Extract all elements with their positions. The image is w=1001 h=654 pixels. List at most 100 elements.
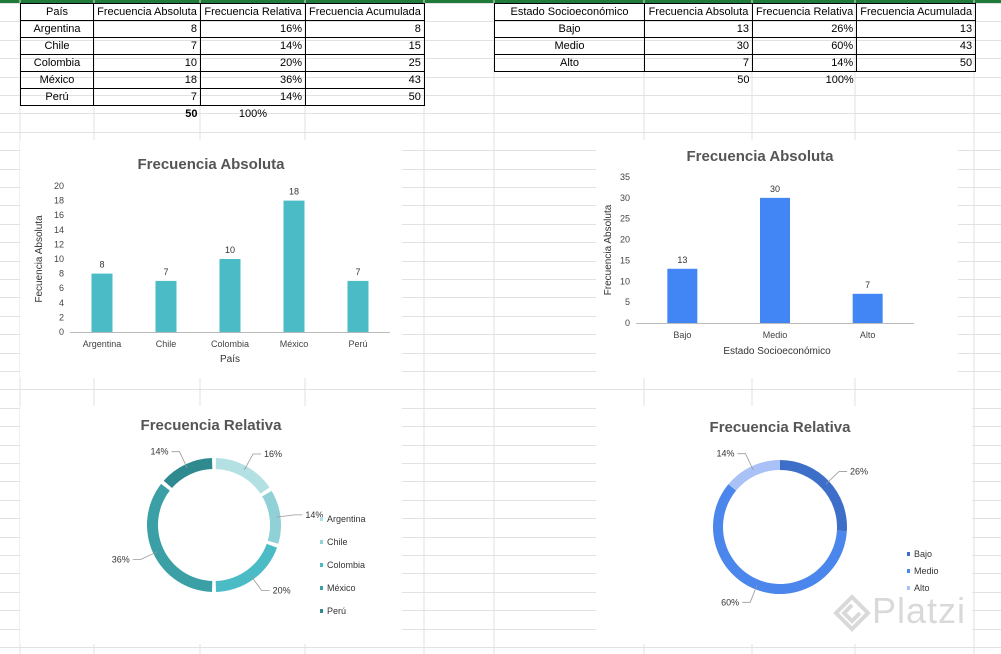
table-cell[interactable]: 50: [305, 88, 425, 106]
table-cell[interactable]: 13: [644, 20, 753, 38]
slice-argentina[interactable]: [215, 458, 270, 494]
table-cell[interactable]: 26%: [751, 20, 858, 38]
x-axis-label: Estado Socioeconómico: [723, 346, 831, 357]
table-cell[interactable]: 25: [305, 54, 425, 72]
slice-alto[interactable]: [728, 460, 780, 491]
data-label: 7: [163, 267, 168, 277]
legend-item[interactable]: Alto: [914, 583, 930, 593]
bar-argentina[interactable]: [91, 273, 113, 332]
table-header-row: País Frecuencia Absoluta Frecuencia Rela…: [20, 3, 425, 21]
donut-chart-ses[interactable]: Frecuencia Relativa 26% 60% 14% Bajo Medio Alt…: [596, 406, 972, 644]
header-cell[interactable]: País: [20, 3, 94, 21]
legend-marker: [320, 586, 323, 590]
table-cell[interactable]: 36%: [200, 71, 306, 89]
bar-medio[interactable]: [760, 197, 790, 323]
platzi-logo-icon: [833, 594, 871, 633]
table-cell[interactable]: Colombia: [20, 54, 94, 72]
table-cell[interactable]: 14%: [200, 37, 306, 55]
y-tick-label: 20: [54, 181, 64, 191]
table-header-row: Estado Socioeconómico Frecuencia Absolut…: [494, 3, 977, 21]
table-cell[interactable]: [306, 106, 425, 123]
y-tick-label: 5: [625, 297, 630, 307]
slice-medio[interactable]: [713, 484, 847, 594]
table-cell[interactable]: 18: [93, 71, 201, 89]
table-cell[interactable]: [857, 72, 976, 89]
legend-item[interactable]: México: [327, 583, 356, 593]
table-cell[interactable]: 8: [305, 20, 425, 38]
table-cell[interactable]: Perú: [20, 88, 94, 106]
bar-alto[interactable]: [852, 293, 883, 323]
table-cell[interactable]: [495, 72, 645, 89]
bar-colombia[interactable]: [219, 259, 241, 332]
header-cell[interactable]: Frecuencia Absoluta: [93, 3, 201, 21]
table-cell[interactable]: 7: [644, 54, 753, 72]
table-cell[interactable]: Argentina: [20, 20, 94, 38]
slice-colombia[interactable]: [215, 543, 278, 592]
leader-line: [250, 575, 270, 591]
header-cell[interactable]: Frecuencia Relativa: [751, 3, 858, 21]
bar-perú[interactable]: [347, 280, 369, 332]
watermark-text: Platzi: [872, 590, 967, 631]
table-cell[interactable]: 7: [93, 88, 201, 106]
total-relative[interactable]: 100%: [238, 108, 268, 120]
header-cell[interactable]: Frecuencia Acumulada: [305, 3, 425, 21]
header-cell[interactable]: Frecuencia Acumulada: [856, 3, 977, 21]
legend-item[interactable]: Bajo: [914, 549, 932, 559]
table-cell[interactable]: México: [20, 71, 94, 89]
x-tick-label: México: [280, 339, 309, 349]
slice-label: 26%: [850, 467, 868, 477]
data-label: 8: [99, 260, 104, 270]
bar-méxico[interactable]: [283, 200, 305, 332]
table-cell[interactable]: 30: [644, 37, 753, 55]
table-cell[interactable]: Alto: [494, 54, 645, 72]
table-cell[interactable]: 14%: [200, 88, 306, 106]
leader-line: [742, 585, 758, 603]
table-row: Alto 7 14% 50: [494, 54, 977, 72]
bar-chart-ses[interactable]: Frecuencia Absoluta 0 5 10 15 20 25 30 35 13 Bajo 3…: [596, 140, 958, 378]
table-cell[interactable]: 16%: [200, 20, 306, 38]
table-cell[interactable]: 14%: [751, 54, 858, 72]
header-cell[interactable]: Frecuencia Relativa: [200, 3, 306, 21]
total-absolute[interactable]: 50: [737, 74, 750, 86]
legend-marker: [320, 540, 323, 544]
table-cell[interactable]: 13: [856, 20, 977, 38]
y-tick-label: 14: [54, 225, 64, 235]
total-absolute[interactable]: 50: [185, 108, 198, 120]
table-cell[interactable]: 43: [856, 37, 977, 55]
donut-chart-country[interactable]: Frecuencia Relativa 16% 14% 20% 36% 14% Argent…: [20, 406, 402, 644]
legend-item[interactable]: Chile: [327, 537, 348, 547]
table-cell[interactable]: [21, 106, 94, 123]
slice-perú[interactable]: [163, 458, 213, 489]
leader-line: [243, 453, 262, 470]
table-cell[interactable]: 8: [93, 20, 201, 38]
header-cell[interactable]: Estado Socioeconómico: [494, 3, 645, 21]
table-cell[interactable]: 20%: [200, 54, 306, 72]
table-cell[interactable]: 60%: [751, 37, 858, 55]
table-cell[interactable]: Chile: [20, 37, 94, 55]
total-relative[interactable]: 100%: [825, 74, 854, 86]
bar-bajo[interactable]: [667, 268, 698, 323]
data-label: 30: [770, 184, 780, 194]
leader-line: [171, 451, 188, 469]
legend-item[interactable]: Argentina: [327, 514, 366, 524]
table-cell[interactable]: 10: [93, 54, 201, 72]
table-cell[interactable]: 15: [305, 37, 425, 55]
slice-méxico[interactable]: [147, 483, 213, 592]
table-cell[interactable]: 50: [856, 54, 977, 72]
slice-bajo[interactable]: [780, 460, 847, 532]
table-cell[interactable]: Medio: [494, 37, 645, 55]
header-cell[interactable]: Frecuencia Absoluta: [644, 3, 753, 21]
bar-chart-country[interactable]: Frecuencia Absoluta 0 2 4 6 8 10 12 14 16 18 20 8 Arg…: [20, 140, 402, 378]
table-cell[interactable]: 43: [305, 71, 425, 89]
chart-title: Frecuencia Absoluta: [687, 148, 835, 165]
table-cell[interactable]: Bajo: [494, 20, 645, 38]
table-row: Chile 7 14% 15: [20, 37, 425, 55]
legend-item[interactable]: Medio: [914, 566, 939, 576]
legend-item[interactable]: Colombia: [327, 560, 365, 570]
bar-chile[interactable]: [155, 280, 177, 332]
legend-item[interactable]: Perú: [327, 606, 346, 616]
slice-chile[interactable]: [262, 490, 281, 544]
data-label: 7: [865, 280, 870, 290]
table-cell[interactable]: 7: [93, 37, 201, 55]
x-axis-label: País: [220, 354, 240, 365]
